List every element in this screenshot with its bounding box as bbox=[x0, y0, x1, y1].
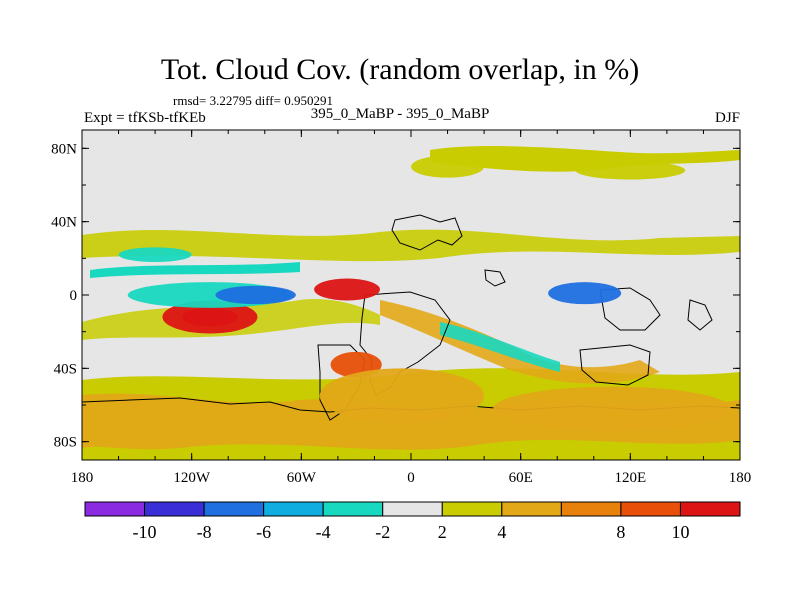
colorbar-box bbox=[382, 501, 443, 517]
colorbar-box bbox=[501, 501, 562, 517]
x-tick-label: 180 bbox=[71, 470, 94, 486]
colorbar-box bbox=[560, 501, 622, 517]
x-tick-label: 60E bbox=[509, 470, 533, 486]
coast-europe bbox=[391, 214, 463, 251]
data-region-1 bbox=[182, 307, 238, 327]
colorbar-box bbox=[84, 501, 146, 517]
data-region-5 bbox=[215, 285, 296, 305]
tropical-band-positive bbox=[82, 229, 740, 262]
data-region-2 bbox=[314, 278, 380, 301]
chart-title: Tot. Cloud Cov. (random overlap, in %) bbox=[160, 53, 640, 86]
atlantic-negative-streak bbox=[440, 322, 560, 372]
colorbar-label: -2 bbox=[375, 522, 390, 542]
colorbar-label: 2 bbox=[438, 522, 447, 542]
colorbar-label: 4 bbox=[497, 522, 506, 542]
experiment-label: Expt = tfKSb-tfKEb bbox=[84, 110, 206, 126]
season-label: DJF bbox=[714, 110, 740, 126]
colorbar-box bbox=[322, 501, 384, 517]
data-region-11 bbox=[575, 161, 686, 180]
stats-line: rmsd= 3.22795 diff= 0.950291 bbox=[173, 93, 333, 108]
data-regions bbox=[118, 155, 731, 431]
x-tick-label: 120W bbox=[173, 470, 211, 486]
y-tick-label: 80S bbox=[54, 435, 77, 451]
x-tick-label: 60W bbox=[287, 470, 317, 486]
coast-island bbox=[484, 269, 506, 287]
data-region-9 bbox=[493, 386, 731, 431]
data-region-10 bbox=[411, 155, 485, 178]
data-region-8 bbox=[319, 368, 485, 424]
colorbar-box bbox=[203, 501, 265, 517]
x-axis: 180 120W 60W 0 60E 120E 180 bbox=[71, 130, 752, 486]
colorbar-box bbox=[263, 501, 324, 517]
x-tick-label: 0 bbox=[407, 470, 415, 486]
x-tick-label: 180 bbox=[729, 470, 752, 486]
colorbar: -10 -8 -6 -4 -2 2 4 8 10 bbox=[84, 501, 741, 542]
data-region-6 bbox=[548, 282, 622, 305]
x-tick-label: 120E bbox=[614, 470, 646, 486]
pacific-negative-streak bbox=[90, 262, 300, 278]
colorbar-box bbox=[441, 501, 503, 517]
coast-indonesia bbox=[599, 287, 661, 331]
y-tick-label: 40N bbox=[51, 215, 77, 231]
colorbar-label: -10 bbox=[133, 522, 157, 542]
coast-pacific-islands bbox=[687, 299, 713, 331]
arctic-band bbox=[430, 146, 740, 172]
colorbar-label: -6 bbox=[256, 522, 271, 542]
colorbar-box bbox=[620, 501, 681, 517]
colorbar-label: 10 bbox=[671, 522, 689, 542]
colorbar-label: -4 bbox=[316, 522, 331, 542]
coast-australia bbox=[579, 344, 651, 386]
colorbar-label: 8 bbox=[616, 522, 625, 542]
y-tick-label: 80N bbox=[51, 141, 77, 157]
colorbar-box bbox=[144, 501, 205, 517]
y-tick-label: 40S bbox=[54, 361, 77, 377]
y-axis: 80N 40N 0 40S 80S bbox=[51, 141, 740, 451]
run-label: 395_0_MaBP - 395_0_MaBP bbox=[310, 106, 490, 122]
colorbar-box bbox=[679, 501, 741, 517]
y-tick-label: 0 bbox=[70, 288, 78, 304]
colorbar-label: -8 bbox=[197, 522, 212, 542]
data-region-7 bbox=[118, 247, 192, 262]
